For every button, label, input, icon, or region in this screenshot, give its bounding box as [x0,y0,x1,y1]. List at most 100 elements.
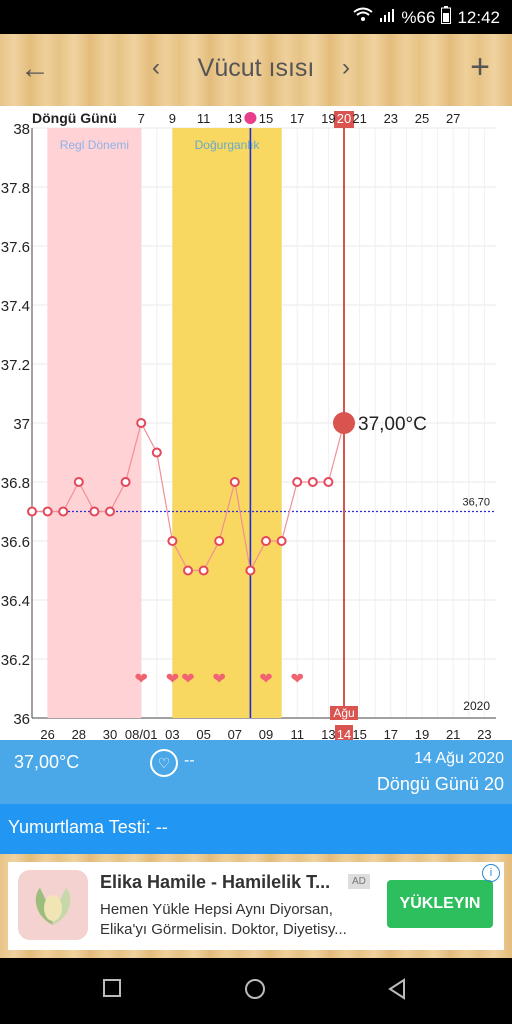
top-tick-label: 11 [197,111,211,126]
top-tick-label: 7 [138,111,145,126]
temperature-point [214,536,225,546]
y-tick-label: 37.6 [1,239,30,256]
y-tick-label: 37 [13,416,30,433]
temperature-point [167,536,178,546]
today-top-badge [334,111,354,128]
temperature-point [183,565,193,576]
chevron-right-icon[interactable]: › [342,54,350,81]
heart-marker: ❤ [181,669,194,688]
bottom-tick-label: 08/01 [125,727,158,740]
temperature-point [292,477,303,487]
region-label: Doğurganlık [195,138,261,152]
heart-icon[interactable]: ♡ [150,749,178,777]
y-tick-label: 37.2 [1,357,30,374]
temperature-point [27,506,37,517]
ad-info-icon[interactable]: i [482,864,500,882]
ovulation-marker [244,112,257,124]
region-fertile [172,128,282,718]
temperature-point [105,506,115,517]
bottom-tick-label: 28 [72,727,86,740]
temperature-point [229,477,240,487]
bottom-tick-label: 11 [290,727,304,740]
bottom-tick-label: 19 [415,727,429,740]
current-temperature-point [333,412,355,434]
ad-badge: AD [348,874,370,889]
ad-banner[interactable]: Elika Hamile - Hamilelik T... AD Hemen Y… [8,862,504,950]
temperature-point [276,536,287,546]
y-tick-label: 36.2 [1,652,30,669]
back-triangle-icon[interactable] [386,978,410,1008]
top-tick-label: 25 [415,111,429,126]
bottom-tick-label: 26 [40,727,54,740]
plus-icon[interactable]: + [470,48,490,86]
current-temperature: 37,00°C [14,752,80,772]
install-button[interactable]: YÜKLEYIN [387,880,493,928]
home-icon[interactable] [244,978,268,1008]
cycle-day: Döngü Günü 20 [376,774,504,794]
top-tick-label: 17 [290,111,304,126]
y-tick-label: 36.6 [1,534,30,551]
nav-bar [0,958,512,1024]
heart-marker: ❤ [134,669,147,688]
chart-svg[interactable]: ❤ ❤ ❤ ❤ ❤ ❤ Regl Dönemi Doğurganlık36,7037,00°… [0,106,512,740]
wifi-icon [353,7,374,28]
month-badge [330,706,358,720]
bottom-tick-label: 03 [165,727,179,740]
temperature-point [151,447,162,458]
temperature-point [198,565,209,576]
y-tick-label: 36.4 [1,593,30,610]
temperature-point [307,477,318,487]
month-label: Ağu [333,706,354,720]
current-day-badge [335,725,353,740]
temperature-point [58,506,69,517]
top-current-label: 20 [337,111,351,126]
signal-icon [379,7,395,28]
y-tick-label: 36.8 [1,475,30,492]
heart-status: -- [184,752,195,769]
temperature-point [136,418,147,428]
bottom-tick-label: 09 [259,727,273,740]
temperature-point [261,536,271,546]
info-bar: 37,00°C ♡ -- 14 Ağu 2020 Döngü Günü 20 [0,740,512,804]
top-tick-label: 27 [446,111,460,126]
temperature-point [73,477,84,487]
bottom-tick-label: 05 [196,727,210,740]
ovulation-test-row[interactable]: Yumurtlama Testi: -- [0,804,512,854]
top-tick-label: 21 [352,111,366,126]
y-tick-label: 37.8 [1,180,30,197]
ovulation-test-label: Yumurtlama Testi: -- [8,817,168,837]
status-bar: %66 12:42 [0,0,512,34]
top-tick-label: 19 [321,111,335,126]
heart-marker: ❤ [166,669,179,688]
app-logo-icon [18,870,88,940]
top-tick-label: 9 [169,111,176,126]
temperature-point [245,565,256,576]
region-period [47,128,142,718]
top-axis-title: Döngü Günü [32,110,117,126]
temperature-chart[interactable]: ❤ ❤ ❤ ❤ ❤ ❤ Regl Dönemi Doğurganlık 36,70 37,00°… [0,106,512,740]
selected-date: 14 Ağu 2020 [414,750,504,767]
bottom-tick-label: 17 [384,727,398,740]
bottom-tick-label: 15 [352,727,366,740]
top-tick-label: 15 [259,111,273,126]
top-tick-label: 13 [228,111,242,126]
bottom-tick-label: 07 [228,727,242,740]
bottom-tick-label: 21 [446,727,460,740]
y-tick-label: 38 [13,121,30,138]
region-label: Regl Dönemi [60,138,129,152]
arrow-left-icon[interactable]: ← [20,52,50,85]
current-temperature-label: 37,00°C [358,414,427,435]
page-title: Vücut ısısı [197,54,315,82]
battery-percent: %66 [401,7,436,27]
temperature-point [42,506,53,517]
app-bar: ← ‹ Vücut ısısı › + [0,34,512,106]
ad-description: Hemen Yükle Hepsi Aynı Diyorsan, Elika'y… [100,901,347,938]
ad-title: Elika Hamile - Hamilelik T... [100,872,331,892]
top-tick-label: 23 [384,111,398,126]
recent-apps-icon[interactable] [102,978,124,1006]
year-label: 2020 [463,699,490,713]
bottom-tick-label: 30 [103,727,117,740]
current-day-label: 14 [337,727,351,740]
chevron-left-icon[interactable]: ‹ [152,54,160,81]
heart-marker: ❤ [290,669,303,688]
